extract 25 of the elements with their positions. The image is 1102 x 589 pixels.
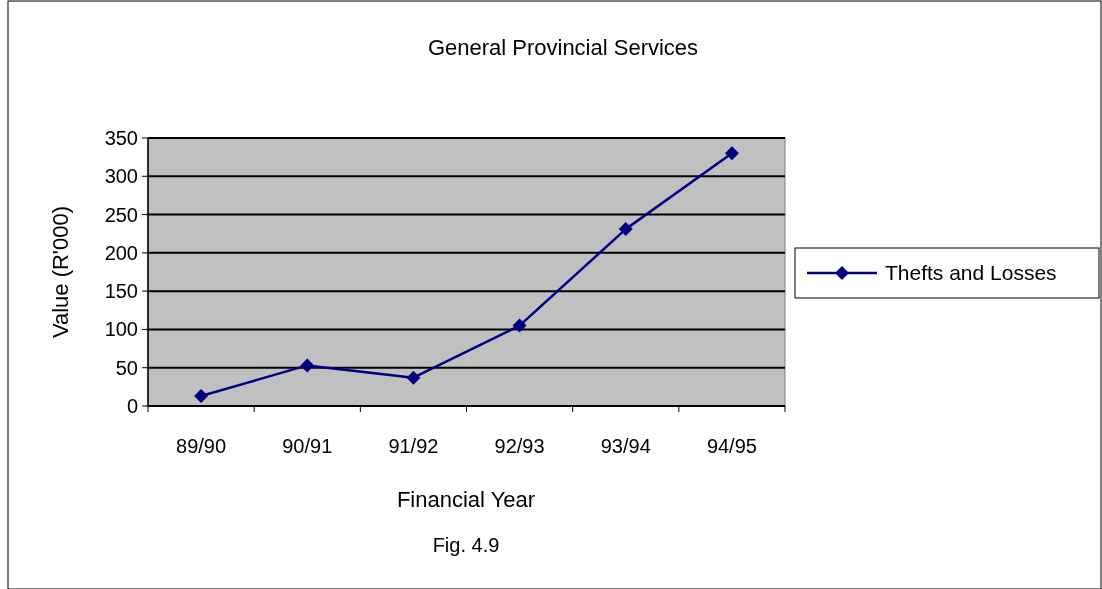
point — [618, 222, 633, 237]
y-tick-label: 350 — [104, 127, 138, 149]
y-tick-label: 50 — [115, 356, 138, 379]
y-tick-label: 100 — [104, 318, 138, 341]
x-tick-label: 92/93 — [494, 435, 545, 457]
point — [194, 389, 209, 404]
chart-title: General Provincial Services — [427, 35, 699, 60]
x-tick-label: 91/92 — [388, 435, 439, 457]
y-tick-label: 150 — [104, 280, 138, 303]
legend-label: Thefts and Losses — [885, 261, 1057, 285]
x-axis-title: Financial Year — [396, 487, 536, 512]
y-tick-label: 0 — [126, 395, 138, 417]
y-tick-label: 250 — [104, 203, 138, 226]
y-tick-label: 300 — [104, 165, 138, 188]
point — [512, 318, 527, 333]
point — [724, 146, 739, 161]
caption: Fig. 4.9 — [432, 534, 500, 556]
point — [406, 370, 421, 385]
x-tick-label: 89/90 — [176, 435, 227, 457]
point — [300, 358, 315, 373]
x-tick-label: 90/91 — [282, 435, 333, 457]
x-tick-label: 94/95 — [706, 435, 757, 457]
y-tick-label: 200 — [104, 241, 138, 264]
y-axis-title: Value (R'000) — [48, 205, 73, 339]
x-tick-label: 93/94 — [600, 435, 651, 457]
